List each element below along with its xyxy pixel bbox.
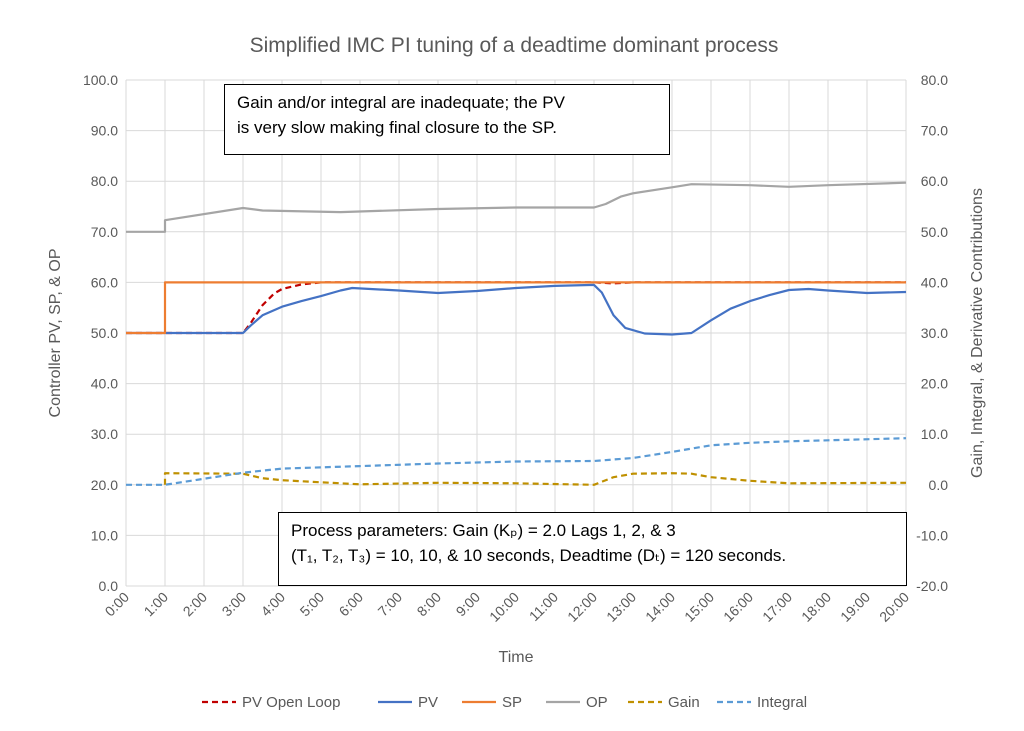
y2-tick-label: 30.0	[921, 325, 948, 341]
annotation-bottom-line2: (T₁, T₂, T₃) = 10, 10, & 10 seconds, Dea…	[291, 546, 787, 565]
legend-label: PV	[418, 694, 438, 711]
series-line-integral	[126, 437, 907, 486]
series-line-gain	[163, 472, 907, 486]
chart-title: Simplified IMC PI tuning of a deadtime d…	[250, 34, 779, 57]
x-tick-label: 7:00	[375, 589, 406, 620]
y-tick-label: 100.0	[83, 72, 118, 88]
legend-label: PV Open Loop	[242, 694, 340, 711]
y2-tick-label: 80.0	[921, 72, 948, 88]
y-axis-title: Controller PV, SP, & OP	[47, 249, 64, 418]
x-tick-label: 11:00	[526, 589, 562, 625]
x-tick-label: 6:00	[336, 589, 367, 620]
x-tick-label: 10:00	[486, 589, 522, 625]
y-axis-ticks: 0.0 10.0 20.0 30.0 40.0 50.0 60.0 70.0 80.0 90.0 1…	[83, 72, 118, 594]
y2-axis-ticks: -20.0 -10.0 0.0 10.0 20.0 30.0 40.0 50.0 60.0 70.…	[916, 72, 948, 594]
y-tick-label: 40.0	[91, 376, 118, 392]
series-line-op	[126, 181, 907, 233]
x-axis-ticks: 0:00 1:00 2:00 3:00 4:00 5:00 6:00 7:00 8:00 9:00…	[102, 589, 913, 625]
x-tick-label: 2:00	[180, 589, 211, 620]
annotation-top-line1: Gain and/or integral are inadequate; the…	[237, 93, 565, 112]
y-tick-label: 60.0	[91, 274, 118, 290]
x-axis-title: Time	[499, 649, 534, 666]
y2-tick-label: 0.0	[929, 477, 949, 493]
y2-tick-label: 60.0	[921, 173, 948, 189]
y2-tick-label: 10.0	[921, 426, 948, 442]
legend-label: OP	[586, 694, 608, 711]
series-line-sp	[126, 281, 906, 335]
annotation-top-line2: is very slow making final closure to the…	[237, 118, 557, 137]
y2-tick-label: 70.0	[921, 123, 948, 139]
y2-tick-label: -20.0	[916, 578, 948, 594]
y-tick-label: 10.0	[91, 527, 118, 543]
x-tick-label: 14:00	[642, 589, 678, 625]
legend-label: Gain	[668, 694, 700, 711]
y2-axis-title: Gain, Integral, & Derivative Contributio…	[969, 188, 986, 478]
series-line-pv	[126, 283, 907, 336]
annotation-top: Gain and/or integral are inadequate; the…	[224, 84, 670, 155]
x-tick-label: 17:00	[759, 589, 795, 625]
y-tick-label: 50.0	[91, 325, 118, 341]
annotation-bottom-line1: Process parameters: Gain (Kₚ) = 2.0 Lags…	[291, 521, 676, 540]
x-tick-label: 20:00	[876, 589, 912, 625]
y-tick-label: 20.0	[91, 477, 118, 493]
x-tick-label: 4:00	[258, 589, 289, 620]
x-tick-label: 19:00	[837, 589, 873, 625]
y2-tick-label: 20.0	[921, 376, 948, 392]
x-tick-label: 15:00	[681, 589, 717, 625]
x-tick-label: 16:00	[720, 589, 756, 625]
legend-label: Integral	[757, 694, 807, 711]
legend: PV Open Loop PV SP OP Gain Integral	[202, 694, 807, 711]
x-tick-label: 3:00	[219, 589, 250, 620]
y-tick-label: 80.0	[91, 173, 118, 189]
x-tick-label: 13:00	[603, 589, 639, 625]
y2-tick-label: 40.0	[921, 274, 948, 290]
x-tick-label: 12:00	[564, 589, 600, 625]
x-tick-label: 5:00	[297, 589, 328, 620]
series-lines	[126, 181, 907, 486]
y-tick-label: 90.0	[91, 123, 118, 139]
x-tick-label: 9:00	[453, 589, 484, 620]
y2-tick-label: 50.0	[921, 224, 948, 240]
x-tick-label: 8:00	[414, 589, 445, 620]
y-tick-label: 70.0	[91, 224, 118, 240]
y-tick-label: 30.0	[91, 426, 118, 442]
annotation-process-parameters: Process parameters: Gain (Kₚ) = 2.0 Lags…	[278, 512, 907, 586]
x-tick-label: 1:00	[141, 589, 172, 620]
x-tick-label: 18:00	[798, 589, 834, 625]
y-tick-label: 0.0	[99, 578, 119, 594]
legend-label: SP	[502, 694, 522, 711]
y2-tick-label: -10.0	[916, 527, 948, 543]
